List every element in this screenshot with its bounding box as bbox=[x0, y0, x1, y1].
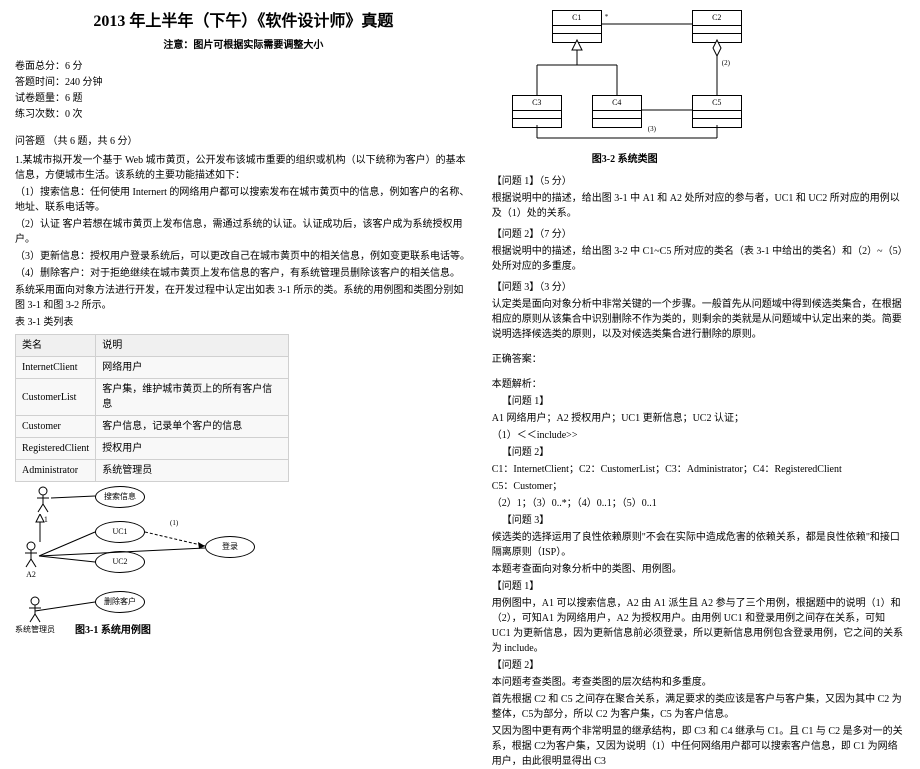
exam-meta: 卷面总分：6 分 答题时间：240 分钟 试卷题量：6 题 练习次数：0 次 bbox=[15, 59, 472, 122]
ans-q3-p2b: 首先根据 C2 和 C5 之间存在聚合关系，满足要求的类应该是客户与客户集，又因… bbox=[492, 692, 905, 722]
ans-q3-p2c: 又因为图中更有两个非常明显的继承结构，即 C3 和 C4 继承与 C1。且 C1… bbox=[492, 724, 905, 769]
usecase-delete: 删除客户 bbox=[95, 591, 145, 613]
table-row: Administrator系统管理员 bbox=[16, 460, 289, 482]
q1-text: 根据说明中的描述，给出图 3-1 中 A1 和 A2 处所对应的参与者，UC1 … bbox=[492, 191, 905, 221]
actor-admin-label: 系统管理员 bbox=[15, 625, 55, 634]
ans-q3-p1: 用例图中，A1 可以搜索信息，A2 由 A1 派生且 A2 参与了三个用例，根据… bbox=[492, 596, 905, 656]
class-diagram-caption: 图3-2 系统类图 bbox=[592, 152, 658, 167]
class-diagram: C1 C2 C3 C4 C5 bbox=[492, 10, 905, 170]
mult-star: * bbox=[605, 12, 609, 23]
q1-heading: 【问题 1】（5 分） bbox=[492, 174, 905, 189]
class-diagram-lines bbox=[492, 10, 772, 150]
actor-a2-label: A2 bbox=[26, 570, 36, 579]
ans-q3-p1h: 【问题 1】 bbox=[492, 579, 905, 594]
meta-time: 答题时间：240 分钟 bbox=[15, 75, 472, 90]
page-title: 2013 年上半年（下午）《软件设计师》真题 bbox=[15, 10, 472, 34]
q1-lead: 1.某城市拟开发一个基于 Web 城市黄页，公开发布该城市重要的组织或机构（以下… bbox=[15, 153, 472, 183]
ans-q2-l1: C1：InternetClient；C2：CustomerList；C3：Adm… bbox=[492, 462, 905, 477]
usecase-uc2: UC2 bbox=[95, 551, 145, 573]
answer-label: 正确答案： bbox=[492, 352, 905, 367]
th-name: 类名 bbox=[16, 335, 96, 357]
q3-heading: 【问题 3】（3 分） bbox=[492, 280, 905, 295]
usecase-uc1: UC1 bbox=[95, 521, 145, 543]
q3-text: 认定类是面向对象分析中非常关键的一个步骤。一般首先从问题域中得到候选类集合，在根… bbox=[492, 297, 905, 342]
usecase-diagram: A1 A2 系统管理员 搜索信息 UC1 UC2 登录 删除客户 bbox=[15, 486, 472, 636]
question-section-header: 问答题 （共 6 题，共 6 分） bbox=[15, 134, 472, 149]
q2-text: 根据说明中的描述，给出图 3-2 中 C1~C5 所对应的类名（表 3-1 中给… bbox=[492, 244, 905, 274]
ans-q3-l2: 本题考查面向对象分析中的类图、用例图。 bbox=[492, 562, 905, 577]
ans-q1-l2: （1）＜＜include>> bbox=[492, 428, 905, 443]
inherit-arrow-icon bbox=[33, 514, 47, 544]
meta-count: 试卷题量：6 题 bbox=[15, 91, 472, 106]
ans-q2-h: 【问题 2】 bbox=[492, 445, 905, 460]
ans-q3-p2a: 本问题考查类图。考查类图的层次结构和多重度。 bbox=[492, 675, 905, 690]
q1-item-3: （3）更新信息：授权用户登录系统后，可以更改自己在城市黄页中的相关信息，例如变更… bbox=[15, 249, 472, 264]
q2-heading: 【问题 2】（7 分） bbox=[492, 227, 905, 242]
usecase-login: 登录 bbox=[205, 536, 255, 558]
class-table: 类名 说明 InternetClient网络用户 CustomerList客户集… bbox=[15, 334, 289, 482]
q1-item-1: （1）搜索信息：任何使用 Internert 的网络用户都可以搜索发布在城市黄页… bbox=[15, 185, 472, 215]
ans-q3-l1: 候选类的选择运用了良性依赖原则"不会在实际中造成危害的依赖关系，都是良性依赖"和… bbox=[492, 530, 905, 560]
q1-item-4: （4）删除客户：对于拒绝继续在城市黄页上发布信息的客户，有系统管理员删除该客户的… bbox=[15, 266, 472, 281]
ans-q3-p2h: 【问题 2】 bbox=[492, 658, 905, 673]
ans-q1-l1: A1 网络用户；A2 授权用户；UC1 更新信息；UC2 认证； bbox=[492, 411, 905, 426]
actor-admin: 系统管理员 bbox=[15, 596, 55, 636]
q1-item-2: （2）认证 客户若想在城市黄页上发布信息，需通过系统的认证。认证成功后，该客户成… bbox=[15, 217, 472, 247]
ans-q1-h: 【问题 1】 bbox=[492, 394, 905, 409]
link-label-1: (1) bbox=[170, 518, 178, 529]
actor-a2: A2 bbox=[23, 541, 39, 581]
usecase-search: 搜索信息 bbox=[95, 486, 145, 508]
table-row: InternetClient网络用户 bbox=[16, 357, 289, 379]
analysis-label: 本题解析： bbox=[492, 377, 905, 392]
table-row: Customer客户信息，记录单个客户的信息 bbox=[16, 416, 289, 438]
th-desc: 说明 bbox=[96, 335, 289, 357]
meta-practice: 练习次数：0 次 bbox=[15, 107, 472, 122]
table-row: CustomerList客户集，维护城市黄页上的所有客户信息 bbox=[16, 379, 289, 416]
meta-score: 卷面总分：6 分 bbox=[15, 59, 472, 74]
subtitle: 注意：图片可根据实际需要调整大小 bbox=[15, 38, 472, 53]
usecase-caption: 图3-1 系统用例图 bbox=[75, 623, 151, 638]
ans-q2-l3: （2）1；（3）0..*；（4）0..1；（5）0..1 bbox=[492, 496, 905, 511]
mult-2: (2) bbox=[722, 58, 730, 69]
q1-tail: 系统采用面向对象方法进行开发，在开发过程中认定出如表 3-1 所示的类。系统的用… bbox=[15, 283, 472, 313]
ans-q3-h: 【问题 3】 bbox=[492, 513, 905, 528]
table-row: 类名 说明 bbox=[16, 335, 289, 357]
table-caption: 表 3-1 类列表 bbox=[15, 315, 472, 330]
ans-q2-l2: C5：Customer； bbox=[492, 479, 905, 494]
table-row: RegisteredClient授权用户 bbox=[16, 438, 289, 460]
